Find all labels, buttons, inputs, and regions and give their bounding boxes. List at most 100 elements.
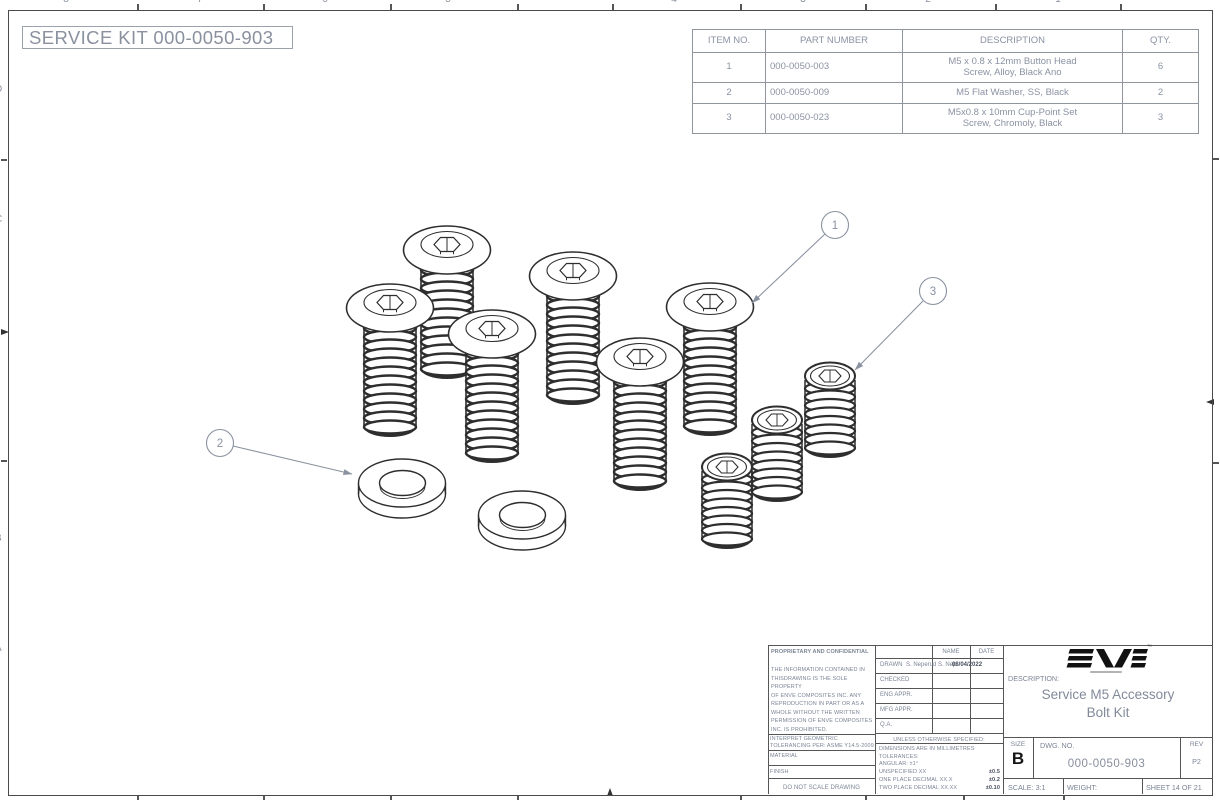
zone-letter: B <box>0 533 5 544</box>
flat-washer <box>477 490 567 551</box>
zone-letter: A <box>0 643 5 654</box>
trademark-symbol: ™ <box>1147 644 1152 650</box>
set-screw <box>803 361 857 460</box>
grid-line <box>875 733 1003 734</box>
dwg-no-value: 000-0050-903 <box>1067 758 1146 770</box>
balloon-label: 1 <box>832 220 838 232</box>
do-not-scale-note: DO NOT SCALE DRAWING <box>782 785 860 791</box>
grid-line <box>932 645 933 733</box>
tol-row-value: ±0.2 <box>988 777 1000 783</box>
drawn-name-overflow: S. Nep <box>938 662 957 668</box>
table-row: 2 000-0050-009 M5 Flat Washer, SS, Black… <box>692 82 1199 104</box>
centering-mark-left <box>1 329 9 335</box>
grid-line <box>1142 778 1143 794</box>
grid-line <box>875 688 1003 689</box>
zone-number: 4 <box>668 0 680 5</box>
zone-number: 7 <box>194 0 206 5</box>
button-head-screw <box>595 336 685 493</box>
grid-line <box>768 734 875 735</box>
description-text: Service M5 Accessory Bolt Kit <box>1041 687 1175 720</box>
row-label-qa: Q.A. <box>880 722 893 728</box>
centering-mark-right <box>1206 399 1214 405</box>
cell-qty: 3 <box>1122 103 1199 134</box>
material-label: MATERIAL <box>770 753 798 759</box>
button-head-screw <box>528 250 618 407</box>
grid-line <box>875 743 1003 744</box>
cell-part: 000-0050-003 <box>765 52 903 83</box>
date-column-header: DATE <box>978 649 995 655</box>
balloon-2: 2 <box>205 428 353 475</box>
cell-item: 1 <box>692 52 766 83</box>
rev-label: REV <box>1189 741 1204 748</box>
zone-number: 1 <box>1052 0 1064 5</box>
grid-line <box>875 673 1003 674</box>
weight-label: WEIGHT: <box>1067 783 1097 792</box>
tol-angular: ANGULAR: ±1° <box>879 761 919 767</box>
zone-number: 8 <box>60 0 72 5</box>
grid-line <box>768 645 769 794</box>
grid-line <box>875 645 876 794</box>
col-header-item: ITEM NO. <box>692 29 766 53</box>
grid-line <box>875 718 1003 719</box>
dims-note: DIMENSIONS ARE IN MILLIMETRES <box>879 746 975 752</box>
table-row: 1 000-0050-003 M5 x 0.8 x 12mm Button He… <box>692 52 1199 83</box>
zone-number: 6 <box>319 0 331 5</box>
tol-row-value: ±0.10 <box>985 785 1000 791</box>
row-label-checked: CHECKED <box>880 677 910 683</box>
sheet-border <box>8 10 1213 796</box>
set-screw <box>750 405 804 504</box>
grid-line <box>768 778 875 779</box>
sheet-number: SHEET 14 OF 21 <box>1146 783 1202 792</box>
zone-number: 2 <box>922 0 934 5</box>
unless-note: UNLESS OTHERWISE SPECIFIED: <box>893 736 985 743</box>
tol-row-label: UNSPECIFIED XX <box>879 769 927 775</box>
cell-desc: M5 x 0.8 x 12mm Button Head Screw, Alloy… <box>902 52 1123 83</box>
tol-row-value: ±0.5 <box>988 769 1000 775</box>
grid-line <box>768 765 875 766</box>
zone-number: 3 <box>797 0 809 5</box>
finish-label: FINISH <box>770 768 789 775</box>
proprietary-body: THE INFORMATION CONTAINED IN THISDRAWING… <box>771 667 873 733</box>
balloon-label: 3 <box>930 286 936 298</box>
drawn-date: 08/04/2022 <box>952 662 983 668</box>
tol-row-label: TWO PLACE DECIMAL XX.XX <box>879 785 958 791</box>
zone-letter: C <box>0 214 5 225</box>
size-value: B <box>1011 749 1025 768</box>
row-label-mfg-appr: MFG APPR. <box>880 707 913 713</box>
row-label-drawn: DRAWN <box>880 662 903 668</box>
zone-number: 5 <box>442 0 454 5</box>
name-column-header: NAME <box>942 649 960 655</box>
kit-title-box: SERVICE KIT 000-0050-903 <box>22 26 293 49</box>
row-label-eng-appr: ENG APPR. <box>880 692 913 698</box>
parts-table: ITEM NO. PART NUMBER DESCRIPTION QTY. 1 … <box>692 29 1199 134</box>
grid-line <box>1033 737 1034 778</box>
cell-part: 000-0050-023 <box>765 103 903 134</box>
grid-line <box>875 658 1003 659</box>
grid-line <box>1003 645 1004 794</box>
drawn-name: S. Neperud <box>906 662 937 668</box>
centering-mark-bottom <box>607 788 613 796</box>
enve-logo <box>1066 649 1148 668</box>
flat-washer <box>357 458 447 519</box>
grid-line <box>970 645 971 733</box>
cell-desc: M5x0.8 x 10mm Cup-Point Set Screw, Chrom… <box>902 103 1123 134</box>
col-header-qty: QTY. <box>1122 29 1199 53</box>
grid-line <box>875 703 1003 704</box>
balloon-1: 1 <box>751 210 850 304</box>
grid-line <box>1180 737 1181 778</box>
button-head-screw <box>447 308 537 465</box>
tol-title: TOLERANCES: <box>879 753 919 760</box>
zone-letter: D <box>0 84 5 95</box>
grid-line <box>768 645 1213 646</box>
scale-value: SCALE: 3:1 <box>1008 783 1046 792</box>
cell-qty: 6 <box>1122 52 1199 83</box>
grid-line <box>768 750 875 751</box>
balloon-3: 3 <box>854 276 948 371</box>
proprietary-title: PROPRIETARY AND CONFIDENTIAL <box>771 649 869 655</box>
grid-line <box>1063 778 1064 794</box>
logo-tagline-bar <box>1090 671 1122 673</box>
tol-row-label: ONE PLACE DECIMAL XX.X <box>879 777 953 783</box>
grid-line <box>1003 778 1213 779</box>
